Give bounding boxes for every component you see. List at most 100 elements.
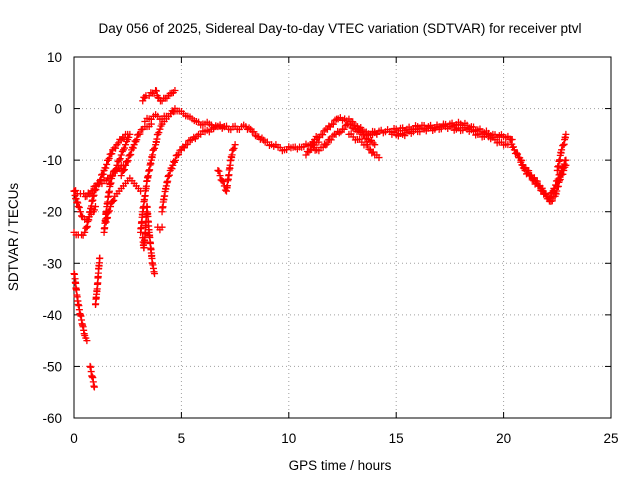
y-tick-label: -60 — [42, 411, 62, 426]
data-points — [70, 87, 570, 391]
data-point — [323, 140, 331, 148]
y-tick-label: -40 — [42, 308, 62, 323]
data-point — [252, 132, 260, 140]
data-point — [81, 228, 89, 236]
series-trace-x — [517, 156, 570, 205]
data-point — [555, 177, 563, 185]
axis-ticks — [73, 56, 612, 419]
data-point — [319, 131, 327, 139]
data-point — [183, 141, 191, 149]
data-point — [327, 136, 335, 144]
data-point — [78, 212, 86, 220]
y-tick-label: -10 — [42, 153, 62, 168]
x-axis-tick-labels: 0 5 10 15 20 25 — [70, 431, 618, 446]
data-point — [556, 176, 564, 184]
data-point — [229, 146, 237, 154]
data-point — [149, 146, 157, 154]
data-point — [76, 208, 84, 216]
data-point — [124, 157, 132, 165]
series-trace-p — [214, 141, 239, 195]
data-point — [335, 129, 343, 137]
data-point — [95, 180, 103, 188]
data-point — [214, 166, 222, 174]
data-point — [123, 158, 131, 166]
x-tick-label: 5 — [178, 431, 186, 446]
data-point — [115, 156, 123, 164]
x-tick-label: 20 — [496, 431, 511, 446]
data-point — [535, 182, 543, 190]
data-point — [231, 141, 239, 149]
data-point — [105, 155, 113, 163]
data-point — [155, 129, 163, 137]
data-point — [512, 149, 520, 157]
data-point — [151, 270, 159, 278]
data-point — [74, 203, 82, 211]
x-tick-label: 10 — [281, 431, 296, 446]
series-trace-o — [158, 122, 228, 216]
data-point — [120, 166, 128, 174]
data-point — [527, 172, 535, 180]
data-point — [109, 197, 117, 205]
y-axis-label: SDTVAR / TECUs — [6, 183, 21, 292]
data-point — [120, 144, 128, 152]
data-point — [127, 151, 135, 159]
data-point — [548, 189, 556, 197]
data-point — [104, 156, 112, 164]
data-point — [103, 160, 111, 168]
x-tick-label: 15 — [389, 431, 404, 446]
data-point — [90, 383, 98, 391]
series-trace-e — [86, 254, 104, 391]
data-point — [560, 166, 568, 174]
data-point — [348, 124, 356, 132]
y-axis-tick-labels: 10 0 -10 -20 -30 -40 -50 -60 — [42, 50, 62, 426]
data-point — [117, 172, 125, 180]
data-point — [320, 127, 328, 135]
data-point — [113, 161, 121, 169]
series-trace-v — [388, 122, 512, 149]
data-point — [562, 130, 570, 138]
data-point — [156, 125, 164, 133]
data-point — [331, 116, 339, 124]
data-point — [559, 142, 567, 150]
y-tick-label: -20 — [42, 205, 62, 220]
series-trace-f — [100, 130, 134, 236]
data-point — [215, 167, 223, 175]
series-trace-c — [70, 130, 132, 239]
data-point — [353, 128, 361, 136]
data-point — [250, 128, 258, 136]
data-point — [559, 170, 567, 178]
data-point — [364, 141, 372, 149]
x-axis-label: GPS time / hours — [289, 458, 392, 473]
data-point — [97, 176, 105, 184]
x-tick-label: 25 — [603, 431, 618, 446]
data-point — [171, 87, 179, 95]
data-point — [109, 172, 117, 180]
series-trace-t — [345, 130, 383, 162]
data-point — [90, 206, 98, 214]
gridlines — [74, 57, 611, 418]
y-tick-label: -30 — [42, 256, 62, 271]
series-trace-h — [117, 120, 155, 180]
data-point — [507, 136, 515, 144]
data-point — [96, 177, 104, 185]
data-point — [96, 254, 104, 262]
data-point — [342, 121, 350, 129]
series-trace-k — [139, 203, 159, 278]
data-point — [105, 207, 113, 215]
data-point — [112, 165, 120, 173]
data-point — [151, 144, 159, 152]
data-point — [375, 154, 383, 162]
series-trace-i — [126, 174, 145, 195]
data-point — [308, 140, 316, 148]
data-point — [230, 144, 238, 152]
data-point — [329, 120, 337, 128]
series-trace-g — [102, 177, 132, 226]
data-point — [347, 120, 355, 128]
data-point — [329, 132, 337, 140]
data-point — [104, 208, 112, 216]
y-tick-label: 10 — [47, 50, 62, 65]
data-point — [110, 196, 118, 204]
data-point — [562, 161, 570, 169]
